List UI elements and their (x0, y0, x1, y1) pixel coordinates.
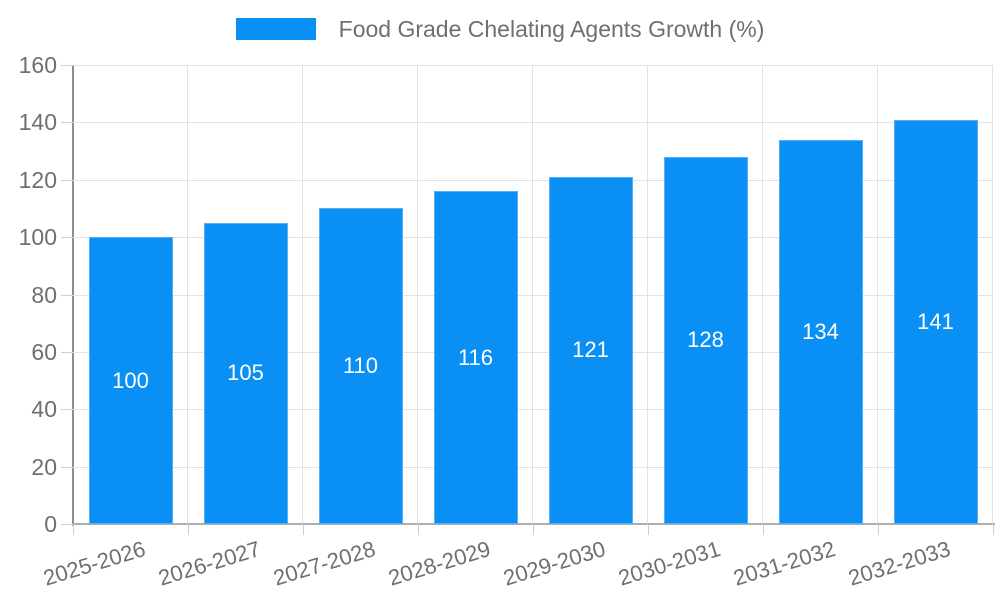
legend-swatch (235, 18, 316, 40)
gridline-vertical (532, 65, 533, 524)
y-tick-mark (61, 409, 73, 411)
bar-value-label: 105 (227, 360, 264, 386)
y-tick-mark (61, 466, 73, 468)
x-tick-mark (73, 525, 74, 535)
gridline-vertical (302, 65, 303, 524)
y-tick-label: 100 (18, 224, 57, 251)
y-tick-mark (61, 351, 73, 353)
y-tick-label: 80 (31, 281, 57, 308)
x-tick-mark (648, 525, 649, 535)
y-tick-mark (61, 524, 73, 525)
bar-value-label: 100 (112, 367, 149, 393)
y-axis-line (72, 65, 74, 526)
bar-value-label: 134 (802, 318, 839, 344)
y-tick-label: 60 (31, 338, 57, 365)
bar-value-label: 141 (917, 308, 954, 334)
gridline-horizontal (73, 351, 993, 353)
gridline-vertical (417, 65, 418, 524)
x-tick-mark (303, 525, 304, 535)
x-tick-label: 2030-2031 (614, 536, 723, 591)
plot-area: 100 105 110 116 121 128 134 141 (73, 65, 993, 524)
bar: 105 (203, 222, 288, 524)
x-tick-mark (878, 525, 879, 535)
x-tick-label: 2025-2026 (39, 536, 148, 591)
legend-label: Food Grade Chelating Agents Growth (%) (338, 16, 765, 42)
bar: 116 (433, 191, 518, 524)
bar-value-label: 121 (572, 337, 609, 363)
legend-item[interactable]: Food Grade Chelating Agents Growth (%) (235, 16, 765, 42)
gridline-vertical (992, 65, 993, 524)
y-tick-label: 160 (18, 52, 57, 78)
bar-value-label: 116 (457, 344, 494, 370)
gridline-vertical (187, 65, 188, 524)
x-tick-mark (188, 525, 189, 535)
x-tick-label: 2027-2028 (269, 536, 378, 591)
x-tick-mark (533, 525, 534, 535)
y-tick-label: 0 (44, 511, 57, 537)
x-tick-mark (763, 525, 764, 535)
y-tick-mark (61, 65, 73, 66)
gridline-vertical (877, 65, 878, 524)
y-tick-label: 20 (31, 453, 57, 480)
x-tick-label: 2028-2029 (384, 536, 493, 591)
bar: 128 (663, 156, 748, 524)
bar: 121 (548, 176, 633, 524)
gridline-horizontal (73, 237, 993, 239)
bar: 134 (778, 139, 863, 524)
bar-value-label: 110 (342, 353, 379, 379)
gridline-vertical (762, 65, 763, 524)
y-tick-mark (61, 179, 73, 181)
bar-value-label: 128 (687, 327, 724, 353)
bar: 100 (88, 237, 173, 524)
x-tick-label: 2032-2033 (844, 536, 953, 591)
gridline-horizontal (73, 65, 993, 66)
x-tick-label: 2026-2027 (154, 536, 263, 591)
y-tick-label: 40 (31, 396, 57, 423)
gridline-horizontal (73, 294, 993, 296)
x-tick-label: 2029-2030 (499, 536, 608, 591)
gridline-horizontal (73, 179, 993, 181)
gridline-horizontal (73, 409, 993, 411)
y-tick-mark (61, 237, 73, 239)
gridline-horizontal (73, 122, 993, 124)
x-tick-label: 2031-2032 (729, 536, 838, 591)
legend: Food Grade Chelating Agents Growth (%) (0, 16, 1000, 42)
x-tick-mark (993, 525, 994, 535)
x-tick-mark (418, 525, 419, 535)
y-tick-mark (61, 294, 73, 296)
bar: 141 (893, 119, 978, 524)
y-tick-mark (61, 122, 73, 124)
gridline-horizontal (73, 466, 993, 468)
y-tick-label: 120 (18, 166, 57, 193)
gridline-vertical (647, 65, 648, 524)
bar: 110 (318, 208, 403, 524)
x-axis-line (72, 523, 995, 525)
y-tick-label: 140 (18, 109, 57, 136)
